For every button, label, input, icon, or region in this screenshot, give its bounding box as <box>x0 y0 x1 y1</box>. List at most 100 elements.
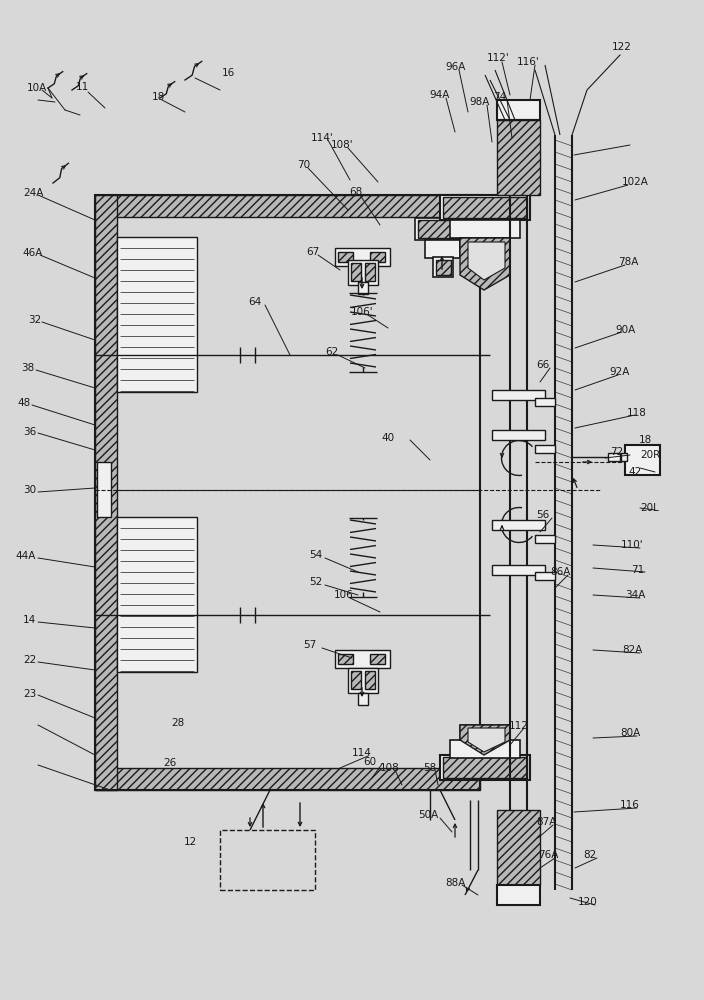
Bar <box>348 260 378 285</box>
Bar <box>492 565 545 575</box>
Text: 112: 112 <box>509 721 529 731</box>
Text: 16: 16 <box>221 68 234 78</box>
Text: 58: 58 <box>423 763 436 773</box>
Bar <box>535 572 555 580</box>
Bar <box>95 195 480 790</box>
Text: 50A: 50A <box>418 810 438 820</box>
Text: 54: 54 <box>309 550 322 560</box>
Bar <box>440 755 530 780</box>
Text: 26: 26 <box>163 758 177 768</box>
Text: 122: 122 <box>612 42 632 52</box>
Bar <box>460 238 510 253</box>
Text: 76A: 76A <box>538 850 558 860</box>
Text: 82: 82 <box>584 850 596 860</box>
Bar <box>95 195 117 790</box>
Bar <box>492 430 545 440</box>
Text: 90A: 90A <box>615 325 635 335</box>
Bar <box>97 462 111 517</box>
Polygon shape <box>468 242 505 280</box>
Text: 108': 108' <box>331 140 353 150</box>
Text: 38: 38 <box>21 363 34 373</box>
Text: 56: 56 <box>536 510 550 520</box>
Text: 88A: 88A <box>445 878 465 888</box>
Text: 94A: 94A <box>430 90 450 100</box>
Text: 92A: 92A <box>610 367 630 377</box>
Text: 34A: 34A <box>625 590 645 600</box>
Bar <box>338 654 353 664</box>
Text: 118: 118 <box>627 408 647 418</box>
Text: 32: 32 <box>28 315 42 325</box>
Bar <box>425 240 460 258</box>
Bar <box>348 668 378 693</box>
Text: 57: 57 <box>303 640 317 650</box>
Bar <box>351 263 361 281</box>
Bar <box>492 520 545 530</box>
Bar <box>351 671 361 689</box>
Bar <box>535 535 555 543</box>
Bar <box>365 671 375 689</box>
Text: 10A: 10A <box>27 83 47 93</box>
Text: 11: 11 <box>75 82 89 92</box>
Bar <box>497 885 540 905</box>
Text: 18: 18 <box>151 92 165 102</box>
Text: 40: 40 <box>382 433 394 443</box>
Bar <box>497 810 540 885</box>
Polygon shape <box>468 728 505 752</box>
Text: 14: 14 <box>23 615 36 625</box>
Bar <box>436 260 451 275</box>
Bar <box>621 453 627 461</box>
Text: 20R: 20R <box>640 450 660 460</box>
Text: 44A: 44A <box>15 551 36 561</box>
Bar <box>497 120 540 195</box>
Text: 82A: 82A <box>622 645 642 655</box>
Bar <box>460 725 510 740</box>
Text: 78A: 78A <box>618 257 639 267</box>
Text: 110': 110' <box>621 540 643 550</box>
Text: 96A: 96A <box>446 62 466 72</box>
Bar <box>338 252 353 262</box>
Text: 71: 71 <box>631 565 645 575</box>
Text: 20L: 20L <box>641 503 660 513</box>
Bar <box>535 445 555 453</box>
Bar <box>608 453 620 461</box>
Text: 87A: 87A <box>536 817 556 827</box>
Bar <box>418 220 468 238</box>
Bar <box>440 195 530 220</box>
Text: 42: 42 <box>629 467 641 477</box>
Bar <box>535 398 555 406</box>
Bar <box>117 517 197 672</box>
Bar <box>95 768 480 790</box>
Text: 30: 30 <box>23 485 37 495</box>
Text: 116: 116 <box>620 800 640 810</box>
Text: 60: 60 <box>363 757 377 767</box>
Text: 74: 74 <box>494 92 507 102</box>
Text: 12: 12 <box>183 837 196 847</box>
Bar <box>370 252 385 262</box>
Bar <box>443 757 527 778</box>
Bar <box>450 220 520 238</box>
Polygon shape <box>460 238 510 290</box>
Text: 66: 66 <box>536 360 550 370</box>
Text: 108: 108 <box>380 763 400 773</box>
Text: 106': 106' <box>351 307 373 317</box>
Bar <box>335 650 390 668</box>
Text: 28: 28 <box>171 718 184 728</box>
Text: 48: 48 <box>18 398 31 408</box>
Bar <box>365 263 375 281</box>
Text: 114': 114' <box>310 133 334 143</box>
Text: 98A: 98A <box>470 97 490 107</box>
Bar <box>220 830 315 890</box>
Bar <box>450 740 520 758</box>
Text: 52: 52 <box>309 577 322 587</box>
Text: 112': 112' <box>486 53 510 63</box>
Bar <box>492 390 545 400</box>
Bar <box>95 195 480 217</box>
Text: 114: 114 <box>352 748 372 758</box>
Text: 86A: 86A <box>550 567 570 577</box>
Text: 24A: 24A <box>23 188 43 198</box>
Text: 18: 18 <box>639 435 652 445</box>
Text: 70: 70 <box>297 160 310 170</box>
Text: 80A: 80A <box>620 728 640 738</box>
Bar <box>625 445 660 475</box>
Bar <box>358 282 368 294</box>
